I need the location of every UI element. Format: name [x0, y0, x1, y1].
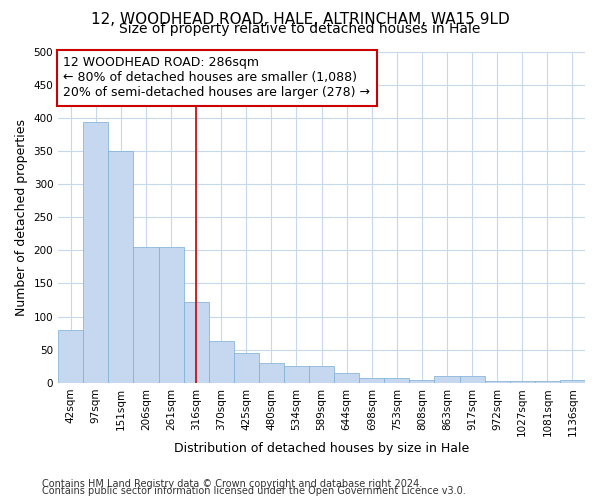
X-axis label: Distribution of detached houses by size in Hale: Distribution of detached houses by size …: [174, 442, 469, 455]
Bar: [510, 381, 535, 383]
Text: 12 WOODHEAD ROAD: 286sqm
← 80% of detached houses are smaller (1,088)
20% of sem: 12 WOODHEAD ROAD: 286sqm ← 80% of detach…: [64, 56, 370, 100]
Bar: [309, 366, 334, 383]
Bar: [133, 247, 158, 383]
Bar: [209, 341, 234, 383]
Bar: [58, 330, 83, 383]
Text: Contains public sector information licensed under the Open Government Licence v3: Contains public sector information licen…: [42, 486, 466, 496]
Y-axis label: Number of detached properties: Number of detached properties: [15, 118, 28, 316]
Bar: [409, 380, 434, 383]
Bar: [83, 122, 109, 383]
Bar: [184, 302, 209, 383]
Bar: [485, 381, 510, 383]
Bar: [385, 378, 409, 383]
Bar: [434, 376, 460, 383]
Text: 12, WOODHEAD ROAD, HALE, ALTRINCHAM, WA15 9LD: 12, WOODHEAD ROAD, HALE, ALTRINCHAM, WA1…: [91, 12, 509, 28]
Bar: [259, 363, 284, 383]
Bar: [158, 247, 184, 383]
Text: Contains HM Land Registry data © Crown copyright and database right 2024.: Contains HM Land Registry data © Crown c…: [42, 479, 422, 489]
Bar: [560, 380, 585, 383]
Bar: [234, 353, 259, 383]
Bar: [535, 381, 560, 383]
Text: Size of property relative to detached houses in Hale: Size of property relative to detached ho…: [119, 22, 481, 36]
Bar: [334, 373, 359, 383]
Bar: [359, 378, 385, 383]
Bar: [109, 151, 133, 383]
Bar: [460, 376, 485, 383]
Bar: [284, 366, 309, 383]
